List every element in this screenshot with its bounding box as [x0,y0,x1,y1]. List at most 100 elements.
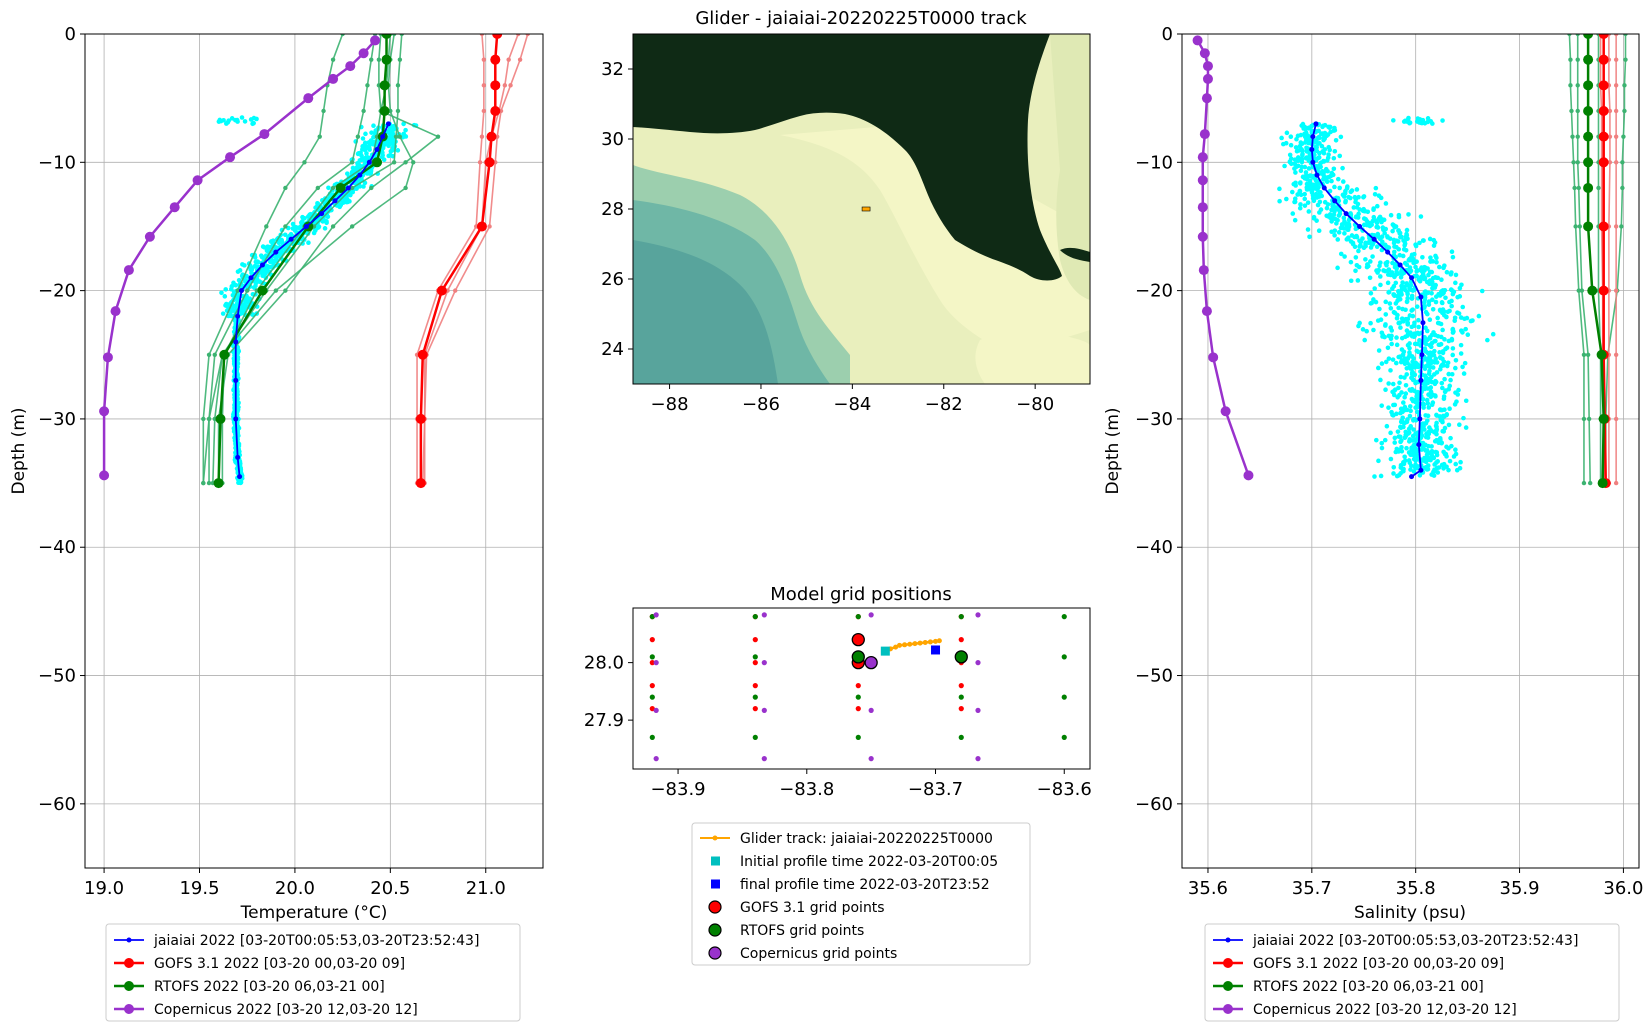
temperature-glider-scatter-point [390,147,395,153]
salinity-glider-scatter-point [1396,288,1401,294]
salinity-glider-scatter-point [1375,224,1380,230]
salinity-glider-scatter-point [1414,273,1420,279]
salinity-glider-scatter-point [1440,356,1445,362]
salinity-rtofs-member-point [1576,288,1581,293]
temperature-glider-scatter-point [234,117,240,123]
temperature-glider-scatter-point [263,271,268,276]
salinity-glider-scatter-point [1404,262,1410,268]
temperature-legend-swatch-marker [124,1004,134,1014]
gofs-grid-point [649,683,655,689]
salinity-glider-scatter-point [1306,166,1312,171]
temperature-ytick-label: 0 [65,24,76,45]
temperature-legend-swatch-marker [124,981,134,991]
salinity-glider-point [1416,442,1422,448]
temperature-glider-scatter-point [222,294,228,299]
salinity-glider-scatter-point [1362,337,1368,343]
temperature-gofs-point [436,285,447,296]
temperature-gofs-member-point [453,288,458,293]
salinity-rtofs-point [1583,34,1594,39]
temperature-glider-scatter-point [298,220,304,225]
temperature-rtofs-point [379,80,390,91]
salinity-glider-scatter-point [1287,159,1293,164]
salinity-glider-scatter-point [1453,280,1458,286]
salinity-rtofs-member-point [1622,83,1627,88]
grid-xtick-label: −83.9 [650,779,705,800]
salinity-legend-label: jaiaiai 2022 [03-20T00:05:53,03-20T23:52… [1252,933,1578,949]
salinity-glider-scatter-point [1402,454,1407,460]
salinity-glider-point [1409,275,1415,281]
temperature-rtofs-point [219,349,230,360]
temperature-gofs-point [415,478,426,489]
temperature-glider-scatter-point [403,127,408,133]
grid-legend-swatch-circle [708,923,722,937]
salinity-gofs-member-point [1613,480,1619,486]
salinity-rtofs-member-point [1572,185,1577,191]
salinity-rtofs-member-point [1573,224,1578,229]
salinity-glider-scatter-point [1453,357,1459,363]
salinity-glider-scatter-point [1445,309,1451,315]
temperature-glider-point [357,172,363,178]
temperature-xtick-label: 21.0 [466,878,506,899]
map-xtick-label: −80 [1016,394,1054,415]
salinity-glider-scatter-point [1405,322,1411,327]
salinity-rtofs-member-point [1577,224,1582,229]
map-atlantic-shelf [1050,34,1090,300]
salinity-glider-scatter-point [1390,228,1395,234]
salinity-glider-scatter-point [1408,408,1413,414]
map-shallow-shelf [780,125,1090,355]
temperature-rtofs-member-point [395,108,401,114]
copernicus-grid-point [975,707,981,713]
salinity-glider-scatter-point [1412,333,1418,339]
temperature-rtofs-member-line [202,34,403,484]
temperature-rtofs-member-point [302,160,307,165]
temperature-glider-point [233,339,239,345]
salinity-glider-scatter-point [1407,460,1413,466]
salinity-glider-scatter-point [1367,275,1373,281]
salinity-glider-scatter-point [1395,395,1400,400]
salinity-glider-scatter-point [1297,181,1303,186]
salinity-glider-scatter-point [1412,251,1417,257]
salinity-rtofs-member-point [1620,160,1625,165]
salinity-glider-scatter-point [1293,145,1299,150]
salinity-glider-scatter-point [1448,377,1453,383]
temperature-glider-point [233,377,239,383]
salinity-glider-scatter-point [1449,298,1454,304]
salinity-glider-scatter-point [1299,147,1304,152]
salinity-glider-scatter-point [1287,152,1293,158]
salinity-gofs-member-point [1613,416,1619,422]
salinity-glider-scatter-point [1392,293,1397,299]
salinity-glider-scatter-point [1439,418,1445,423]
temperature-glider-scatter-point [369,130,374,135]
temperature-rtofs-member-point [391,34,397,37]
salinity-legend-frame [1204,923,1620,1022]
salinity-glider-scatter-point [1378,377,1383,383]
salinity-glider-scatter-point [1370,254,1375,259]
salinity-glider-scatter-point [1338,251,1344,257]
salinity-glider-scatter-point [1331,128,1337,133]
temperature-gofs-member-point [525,34,530,37]
temperature-ticks: 19.0 19.5 20.0 20.5 21.0 0 −10 −20 −30 −40 −50 −60 [38,24,506,899]
salinity-glider-scatter-point [1330,172,1336,178]
temperature-ytick-label: −60 [38,794,76,815]
salinity-glider-scatter-point [1406,450,1412,455]
salinity-glider-scatter-point [1393,224,1399,229]
temperature-glider-point [248,275,254,281]
copernicus-grid-point [653,612,659,618]
salinity-glider-scatter-point [1457,285,1463,291]
salinity-gofs-member-point [1613,83,1619,88]
salinity-glider-scatter-point [1443,295,1448,301]
salinity-glider-scatter-point [1403,458,1408,463]
salinity-glider-scatter-point [1299,159,1305,165]
salinity-rtofs-member-point [1622,108,1627,114]
salinity-rtofs-point [1596,349,1607,360]
salinity-glider-scatter-point [1326,144,1332,150]
salinity-glider-scatter-point [1374,203,1380,209]
salinity-glider-scatter-point [1415,389,1421,395]
salinity-glider-scatter-point [1419,447,1424,452]
temperature-copernicus-point [169,202,180,213]
salinity-glider-scatter-point [1360,327,1366,332]
salinity-glider-scatter-point [1329,219,1334,224]
salinity-glider-scatter-point [1476,313,1482,319]
salinity-glider-scatter-point [1368,301,1374,306]
salinity-glider-scatter-point [1292,166,1297,171]
